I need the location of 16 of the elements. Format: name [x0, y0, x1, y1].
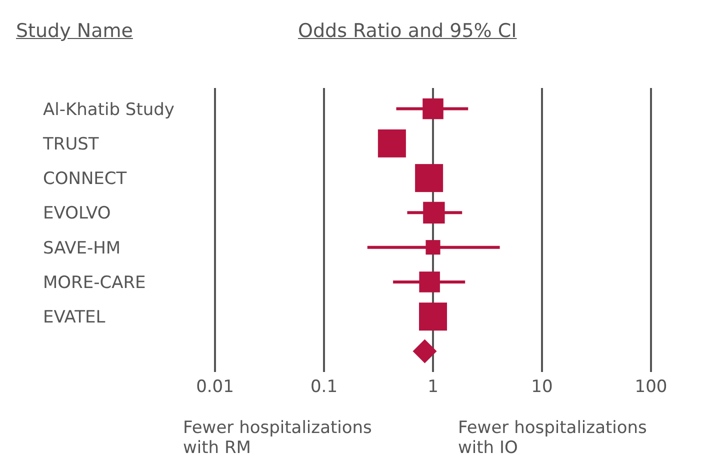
y-tick-label: MORE-CARE [43, 272, 146, 293]
y-tick-label: TRUST [42, 134, 100, 154]
x-tick-label: 0.01 [196, 377, 234, 398]
y-tick-label: CONNECT [43, 169, 128, 190]
text: Fewer hospitalizations with IO [458, 418, 648, 458]
x-tick-label: 100 [634, 377, 668, 398]
y-tick-label: Al-Khatib Study [43, 100, 174, 120]
x-tick-label: 10 [531, 377, 553, 398]
y-axis-title: Study Name [16, 20, 133, 42]
y-tick-label: SAVE-HM [43, 238, 121, 258]
x-tick-label: 0.1 [310, 377, 338, 398]
y-tick-label: EVOLVO [43, 204, 111, 224]
chart-title: Odds Ratio and 95% CI [298, 20, 517, 42]
text: Fewer hospitalizations with RM [183, 418, 373, 458]
x-tick-label: 1 [428, 377, 438, 398]
y-tick-label: EVATEL [43, 308, 106, 328]
